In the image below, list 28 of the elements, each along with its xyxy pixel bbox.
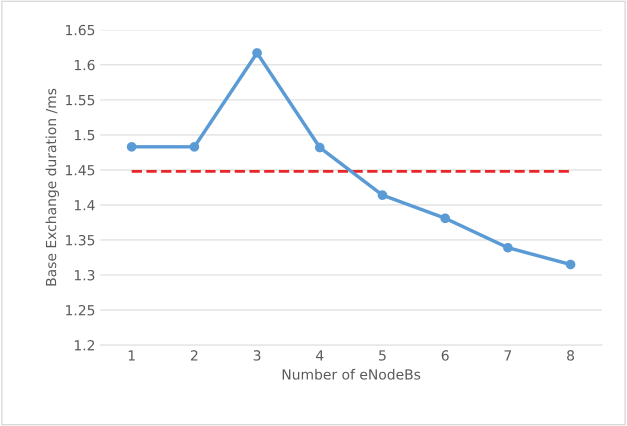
x-tick-label: 6 (442, 350, 449, 361)
x-tick-label: 8 (567, 350, 574, 361)
x-tick-label: 4 (316, 350, 324, 360)
point (378, 190, 388, 200)
y-tick-label: 1.35 (66, 234, 94, 246)
y-tick-label: 1.2 (74, 340, 94, 350)
point (566, 260, 576, 270)
y-tick-label: 1.25 (66, 305, 94, 316)
y-tick-label: 1.5 (74, 130, 94, 140)
y-tick-label: 1.4 (74, 200, 95, 210)
x-axis-title: Number of eNodeBs (282, 368, 420, 380)
y-axis-title: Base Exchange duration /ms (46, 88, 59, 286)
point (190, 142, 200, 152)
x-tick-label: 1 (128, 350, 135, 360)
y-tick-label: 1.55 (66, 95, 94, 106)
x-tick-label: 2 (190, 350, 198, 360)
point (314, 142, 325, 152)
y-tick-label: 1.45 (66, 165, 94, 176)
point (126, 142, 137, 152)
y-tick-label: 1.3 (74, 270, 94, 280)
point (440, 213, 450, 224)
x-tick-label: 7 (504, 350, 512, 360)
x-tick-label: 5 (379, 350, 386, 361)
y-tick-label: 1.6 (74, 60, 95, 70)
x-tick-label: 3 (254, 350, 260, 361)
y-tick-label: 1.65 (66, 24, 94, 36)
point (503, 242, 513, 253)
point (252, 48, 262, 58)
